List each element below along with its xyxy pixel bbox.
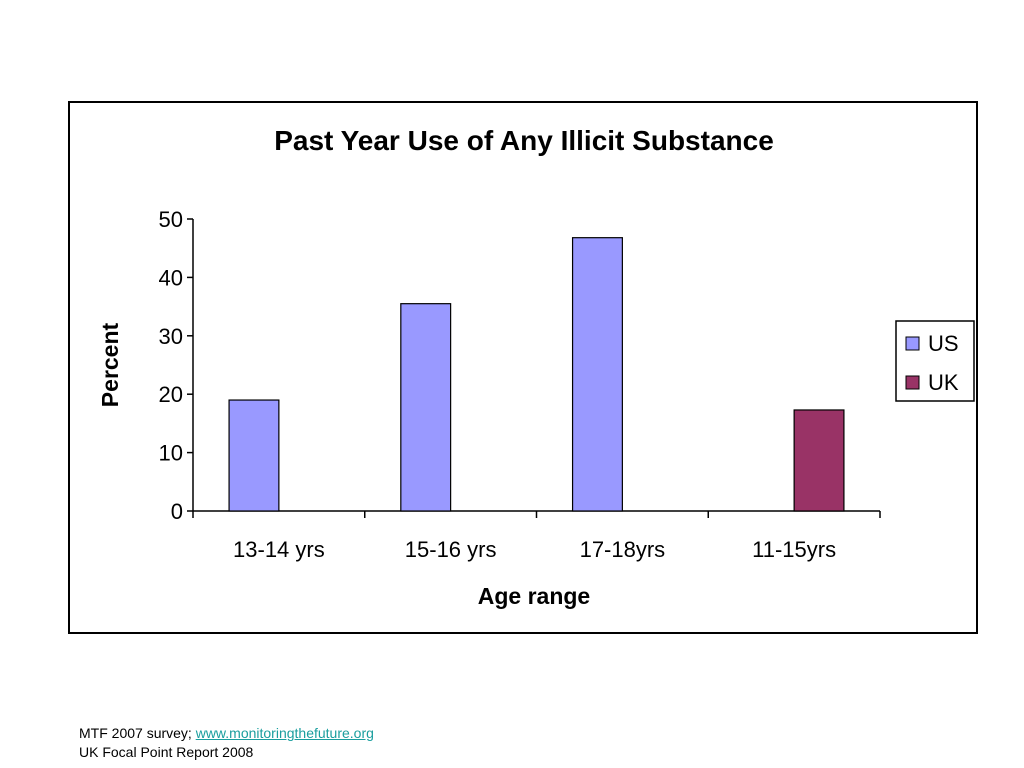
footer-source-prefix: MTF 2007 survey;: [79, 725, 196, 741]
bar-us-0: [228, 399, 280, 512]
legend-label-us: US: [928, 331, 959, 356]
footer-line-2: UK Focal Point Report 2008: [79, 744, 254, 760]
x-tick-label: 17-18yrs: [580, 537, 666, 562]
y-tick-label: 30: [159, 324, 183, 349]
footer-source-link[interactable]: www.monitoringthefuture.org: [195, 725, 374, 741]
legend-label-uk: UK: [928, 370, 959, 395]
source-footer: MTF 2007 survey; www.monitoringthefuture…: [79, 724, 374, 762]
y-tick-label: 20: [159, 382, 183, 407]
y-tick-label: 50: [159, 207, 183, 232]
bar-us-1: [400, 303, 452, 512]
x-axis-label: Age range: [478, 583, 590, 609]
y-tick-label: 0: [171, 499, 183, 524]
y-axis-label: Percent: [97, 322, 123, 407]
chart-title: Past Year Use of Any Illicit Substance: [274, 125, 774, 156]
bar-us-2: [571, 237, 623, 512]
chart-frame: Past Year Use of Any Illicit Substance P…: [68, 101, 978, 634]
x-tick-label: 13-14 yrs: [233, 537, 325, 562]
x-tick-label: 15-16 yrs: [405, 537, 497, 562]
legend-swatch-us: [905, 336, 920, 351]
bar-chart: Past Year Use of Any Illicit Substance P…: [97, 125, 975, 609]
legend-swatch-uk: [905, 375, 920, 390]
legend: US UK: [895, 320, 975, 402]
bar-uk-3: [793, 409, 845, 512]
y-tick-label: 10: [159, 441, 183, 466]
y-tick-label: 40: [159, 265, 183, 290]
x-tick-label: 11-15yrs: [752, 537, 836, 562]
footer-line-1: MTF 2007 survey; www.monitoringthefuture…: [79, 724, 374, 743]
